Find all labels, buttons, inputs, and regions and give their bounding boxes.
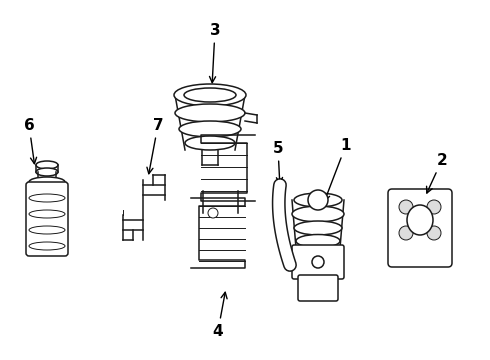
Ellipse shape <box>184 88 236 102</box>
Text: 1: 1 <box>324 138 351 201</box>
Ellipse shape <box>294 193 342 207</box>
Text: 6: 6 <box>24 117 37 164</box>
Ellipse shape <box>185 136 235 150</box>
Ellipse shape <box>29 194 65 202</box>
Ellipse shape <box>36 161 58 169</box>
Circle shape <box>399 200 413 214</box>
Text: 7: 7 <box>147 117 163 174</box>
Ellipse shape <box>29 210 65 218</box>
Ellipse shape <box>292 206 344 222</box>
Text: 3: 3 <box>210 23 220 83</box>
FancyBboxPatch shape <box>292 245 344 279</box>
Circle shape <box>312 256 324 268</box>
Circle shape <box>399 226 413 240</box>
Ellipse shape <box>296 234 340 248</box>
Ellipse shape <box>29 177 65 187</box>
Ellipse shape <box>407 205 433 235</box>
Ellipse shape <box>29 242 65 250</box>
Ellipse shape <box>175 104 245 122</box>
Text: 5: 5 <box>273 140 283 184</box>
FancyBboxPatch shape <box>388 189 452 267</box>
Text: 4: 4 <box>213 292 227 338</box>
Ellipse shape <box>179 121 241 137</box>
FancyBboxPatch shape <box>26 182 68 256</box>
FancyBboxPatch shape <box>298 275 338 301</box>
Ellipse shape <box>174 84 246 106</box>
Ellipse shape <box>294 221 342 235</box>
Circle shape <box>427 226 441 240</box>
Circle shape <box>308 190 328 210</box>
Ellipse shape <box>29 226 65 234</box>
Ellipse shape <box>36 168 58 176</box>
Circle shape <box>427 200 441 214</box>
Text: 2: 2 <box>427 153 447 193</box>
Circle shape <box>208 208 218 218</box>
